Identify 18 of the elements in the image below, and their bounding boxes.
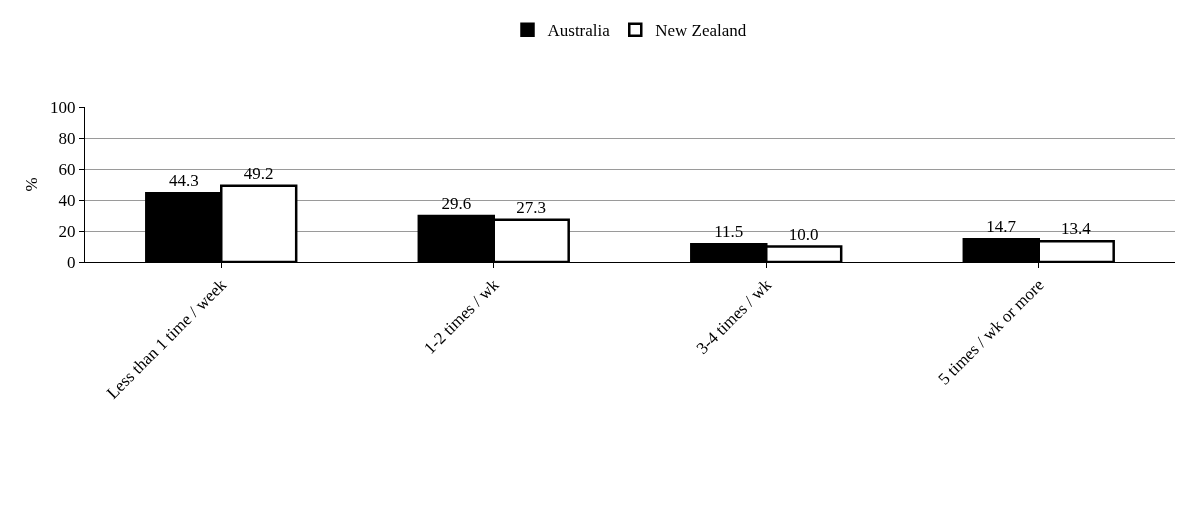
x-tick-label: Less than 1 time / week — [102, 274, 231, 403]
data-label: 13.4 — [1061, 219, 1092, 239]
y-tick-label: 20 — [58, 221, 76, 241]
y-tick-label: 60 — [58, 159, 76, 179]
legend-label: Australia — [547, 21, 611, 41]
y-tick-label: 40 — [58, 190, 76, 210]
data-label: 14.7 — [986, 217, 1017, 237]
data-label: 11.5 — [714, 222, 744, 242]
y-tick-label: 80 — [58, 128, 76, 148]
data-label: 27.3 — [516, 197, 547, 217]
data-label: 44.3 — [168, 171, 199, 191]
y-axis-title: % — [21, 177, 41, 192]
data-label: 49.2 — [243, 163, 274, 183]
y-tick-label: 100 — [50, 97, 76, 117]
data-label: 29.6 — [441, 194, 472, 214]
data-label: 10.0 — [788, 224, 819, 244]
y-tick-label: 0 — [67, 252, 76, 272]
legend-label: New Zealand — [655, 21, 747, 41]
